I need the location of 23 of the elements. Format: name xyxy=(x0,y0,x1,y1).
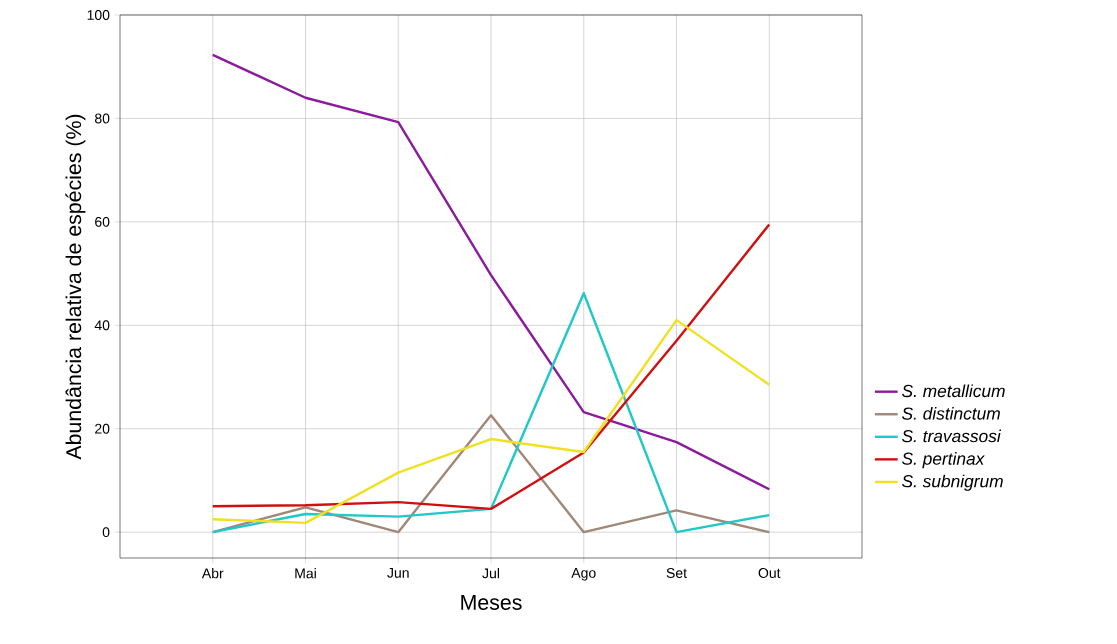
y-tick-label: 60 xyxy=(95,216,110,227)
x-tick-label: Abr xyxy=(201,568,224,579)
x-axis-title: Meses xyxy=(461,595,522,610)
line-series xyxy=(211,414,771,534)
x-tick-label: Jun xyxy=(387,568,409,578)
legend-label: S. subnigrum xyxy=(901,474,1003,491)
line-series xyxy=(211,223,771,511)
y-tick-label: 20 xyxy=(95,423,110,434)
line-series xyxy=(211,53,771,491)
x-tick-label: Out xyxy=(758,568,781,578)
x-tick-label: Set xyxy=(666,568,687,578)
legend-label: S. travassosi xyxy=(901,429,1002,443)
legend-label: S. pertinax xyxy=(901,452,985,469)
y-tick-label: 100 xyxy=(87,10,110,20)
y-tick-label: 0 xyxy=(102,527,110,538)
x-tick-label: Ago xyxy=(571,568,596,581)
y-tick-label: 40 xyxy=(94,320,110,331)
y-tick-label: 80 xyxy=(95,113,110,124)
legend-label: S. metallicum xyxy=(901,384,1005,398)
legend-label: S. distinctum xyxy=(901,406,1000,420)
y-axis-title: Abundância relativa de espécies (%) xyxy=(65,114,86,460)
x-tick-label: Mai xyxy=(295,568,316,579)
x-tick-label: Jul xyxy=(482,568,500,579)
